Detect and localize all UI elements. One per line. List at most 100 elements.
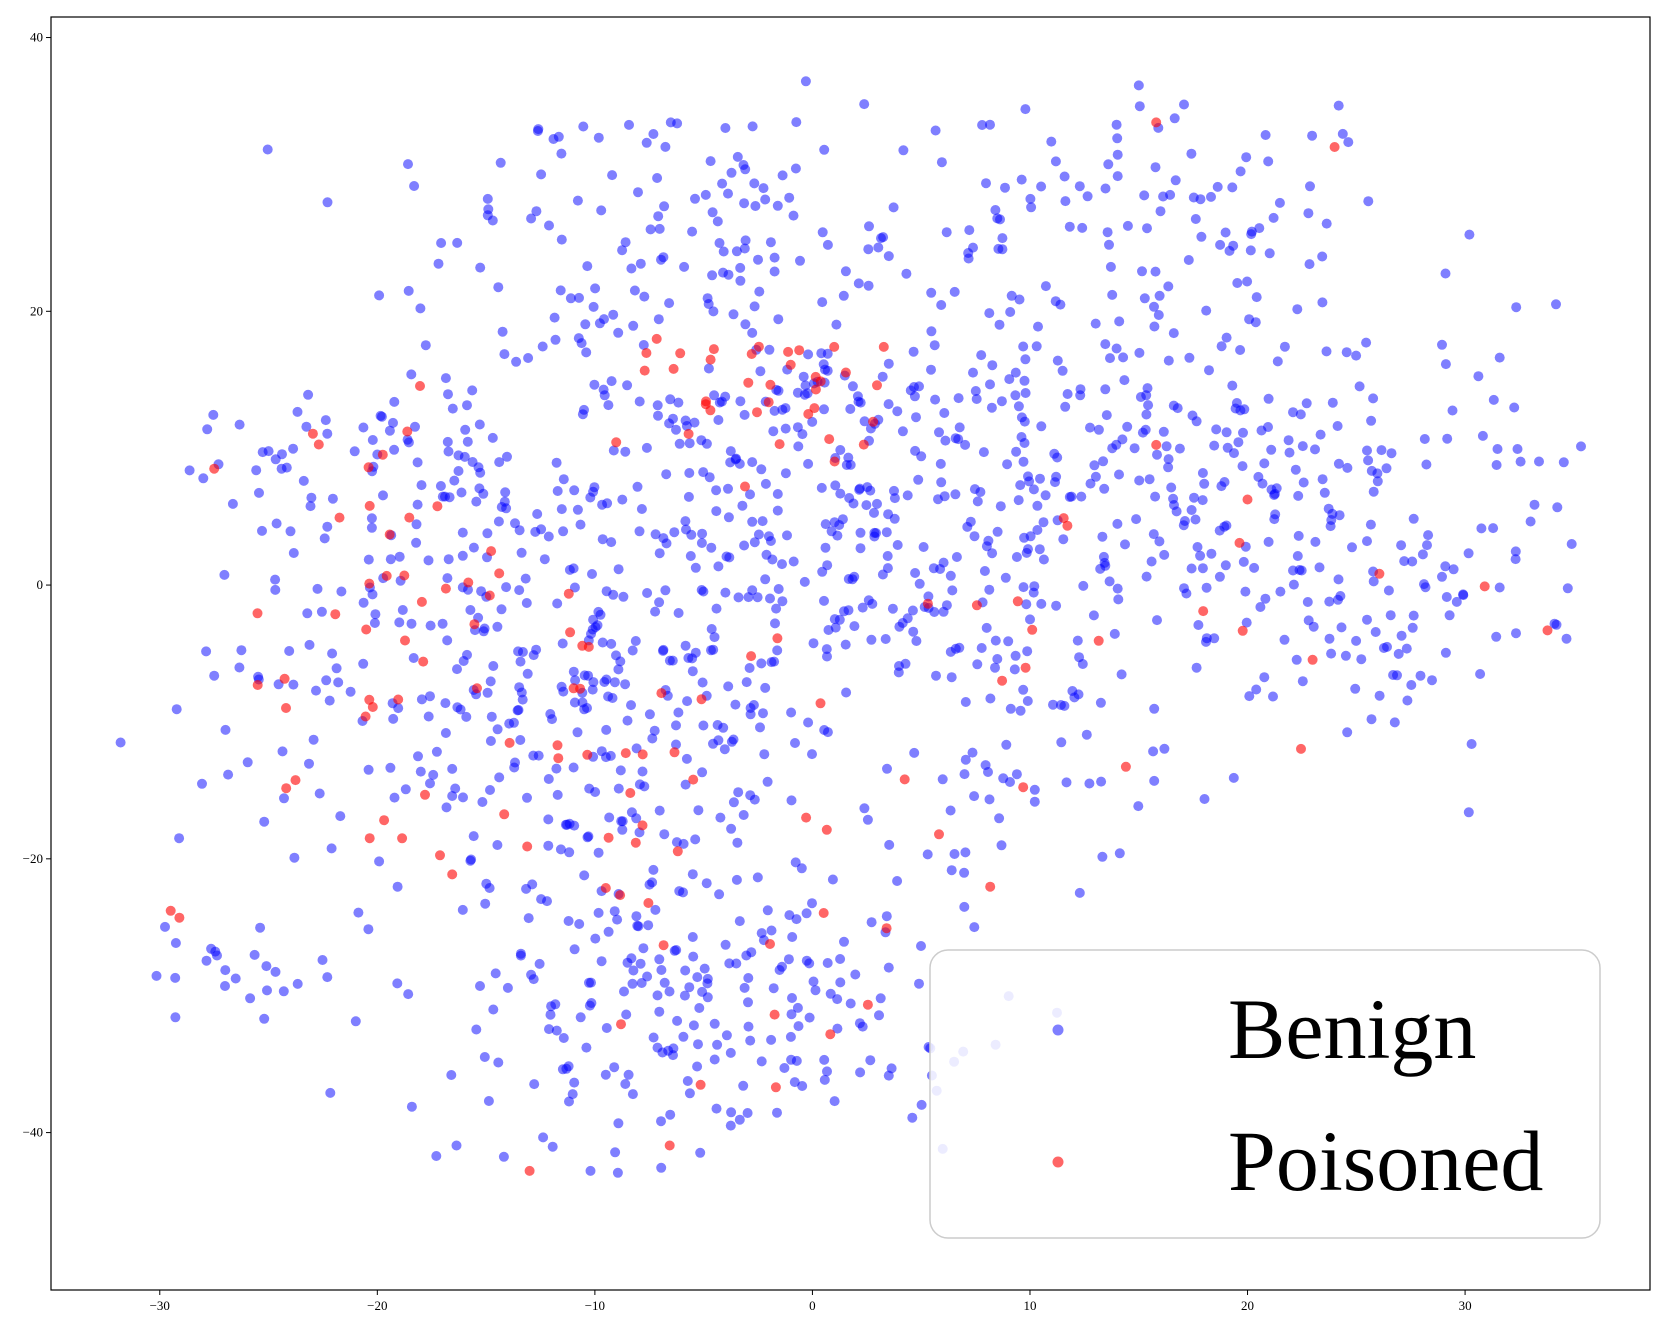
- point-poisoned: [672, 846, 683, 857]
- point-benign: [724, 958, 735, 969]
- point-poisoned: [553, 753, 564, 764]
- point-benign: [954, 422, 965, 433]
- point-benign: [749, 178, 760, 189]
- point-benign: [800, 380, 811, 391]
- point-benign: [333, 677, 344, 688]
- point-benign: [709, 1054, 720, 1065]
- point-benign: [892, 876, 903, 886]
- point-benign: [960, 847, 971, 858]
- point-benign: [687, 226, 698, 237]
- point-benign: [930, 394, 941, 405]
- point-benign: [1534, 456, 1544, 467]
- point-benign: [1197, 495, 1208, 506]
- point-benign: [1317, 251, 1328, 262]
- point-benign: [575, 519, 586, 530]
- point-benign: [440, 373, 451, 384]
- point-benign: [627, 1089, 638, 1100]
- point-benign: [636, 978, 647, 988]
- point-poisoned: [361, 624, 372, 635]
- point-benign: [1149, 321, 1160, 332]
- point-benign: [1015, 480, 1026, 491]
- point-benign: [684, 982, 695, 993]
- point-benign: [730, 699, 741, 710]
- y-tick-label: 40: [30, 30, 43, 45]
- point-poisoned: [384, 529, 395, 540]
- point-benign: [314, 788, 325, 799]
- point-benign: [976, 350, 987, 361]
- point-benign: [669, 945, 680, 956]
- point-poisoned: [821, 824, 832, 835]
- point-benign: [706, 542, 717, 553]
- point-benign: [170, 938, 181, 948]
- point-benign: [894, 621, 905, 632]
- point-benign: [1216, 481, 1227, 492]
- point-benign: [1209, 440, 1220, 451]
- point-benign: [431, 1151, 442, 1161]
- point-benign: [887, 603, 898, 614]
- point-benign: [959, 901, 970, 912]
- point-benign: [1158, 426, 1169, 437]
- point-benign: [642, 588, 653, 598]
- point-benign: [690, 834, 701, 845]
- point-benign: [208, 409, 219, 420]
- point-benign: [1011, 446, 1022, 457]
- point-benign: [810, 985, 821, 996]
- point-benign: [528, 750, 539, 761]
- point-benign: [728, 797, 739, 808]
- point-benign: [278, 986, 289, 997]
- point-benign: [978, 447, 989, 458]
- point-benign: [1074, 652, 1085, 663]
- point-benign: [403, 989, 414, 1000]
- point-benign: [897, 426, 908, 437]
- point-benign: [1016, 432, 1027, 442]
- point-benign: [1032, 500, 1043, 511]
- point-benign: [629, 285, 640, 296]
- point-benign: [620, 1079, 631, 1089]
- point-benign: [949, 849, 960, 859]
- point-benign: [1551, 299, 1561, 310]
- point-benign: [992, 654, 1003, 664]
- point-benign: [277, 449, 287, 460]
- point-benign: [769, 405, 780, 416]
- point-benign: [574, 292, 584, 303]
- point-poisoned: [881, 923, 892, 934]
- point-benign: [981, 178, 991, 189]
- point-benign: [789, 1077, 800, 1088]
- point-benign: [971, 394, 982, 404]
- point-benign: [857, 602, 868, 613]
- point-benign: [1263, 393, 1274, 404]
- point-poisoned: [583, 641, 594, 652]
- point-benign: [324, 695, 335, 706]
- point-benign: [926, 326, 937, 337]
- point-benign: [877, 569, 888, 580]
- point-benign: [552, 486, 563, 496]
- point-benign: [1149, 301, 1159, 312]
- point-benign: [732, 151, 743, 162]
- point-benign: [619, 986, 629, 997]
- point-benign: [947, 585, 958, 596]
- point-benign: [1000, 572, 1011, 583]
- point-poisoned: [404, 512, 415, 523]
- point-benign: [388, 417, 398, 428]
- point-poisoned: [825, 1029, 836, 1040]
- point-poisoned: [165, 905, 176, 916]
- point-benign: [597, 534, 608, 545]
- point-benign: [994, 813, 1005, 824]
- point-benign: [711, 485, 722, 496]
- point-poisoned: [656, 688, 667, 699]
- point-benign: [941, 227, 952, 238]
- point-benign: [1324, 596, 1335, 607]
- point-benign: [236, 645, 247, 656]
- point-benign: [304, 758, 314, 769]
- point-benign: [1228, 772, 1239, 783]
- point-benign: [476, 586, 487, 597]
- point-benign: [443, 446, 454, 457]
- point-benign: [791, 117, 802, 128]
- point-benign: [1186, 148, 1197, 159]
- point-benign: [854, 1018, 865, 1029]
- point-poisoned: [472, 683, 482, 694]
- point-benign: [482, 528, 493, 539]
- point-benign: [682, 696, 693, 707]
- point-benign: [613, 664, 624, 675]
- point-benign: [515, 656, 526, 667]
